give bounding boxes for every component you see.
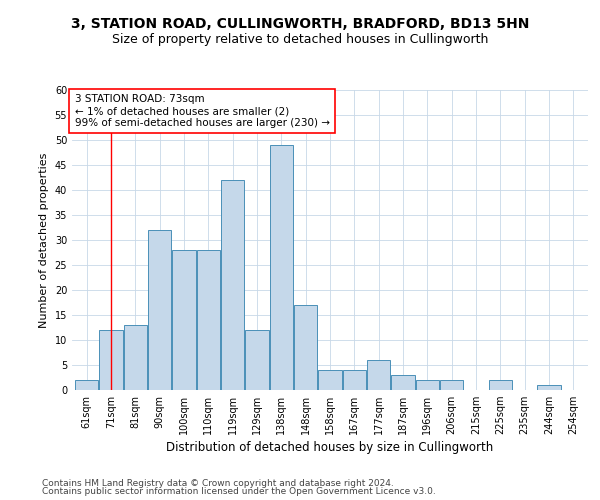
Text: 3, STATION ROAD, CULLINGWORTH, BRADFORD, BD13 5HN: 3, STATION ROAD, CULLINGWORTH, BRADFORD,… xyxy=(71,18,529,32)
X-axis label: Distribution of detached houses by size in Cullingworth: Distribution of detached houses by size … xyxy=(166,442,494,454)
Bar xyxy=(416,380,439,390)
Bar xyxy=(294,305,317,390)
Bar xyxy=(124,325,147,390)
Text: Size of property relative to detached houses in Cullingworth: Size of property relative to detached ho… xyxy=(112,32,488,46)
Y-axis label: Number of detached properties: Number of detached properties xyxy=(39,152,49,328)
Bar xyxy=(245,330,269,390)
Bar xyxy=(367,360,390,390)
Bar xyxy=(343,370,366,390)
Bar xyxy=(221,180,244,390)
Text: Contains HM Land Registry data © Crown copyright and database right 2024.: Contains HM Land Registry data © Crown c… xyxy=(42,478,394,488)
Bar xyxy=(489,380,512,390)
Bar xyxy=(148,230,171,390)
Text: Contains public sector information licensed under the Open Government Licence v3: Contains public sector information licen… xyxy=(42,487,436,496)
Bar xyxy=(100,330,122,390)
Bar xyxy=(172,250,196,390)
Bar xyxy=(440,380,463,390)
Bar xyxy=(391,375,415,390)
Bar xyxy=(319,370,341,390)
Bar xyxy=(270,145,293,390)
Bar xyxy=(538,385,560,390)
Text: 3 STATION ROAD: 73sqm
← 1% of detached houses are smaller (2)
99% of semi-detach: 3 STATION ROAD: 73sqm ← 1% of detached h… xyxy=(74,94,329,128)
Bar xyxy=(197,250,220,390)
Bar xyxy=(75,380,98,390)
